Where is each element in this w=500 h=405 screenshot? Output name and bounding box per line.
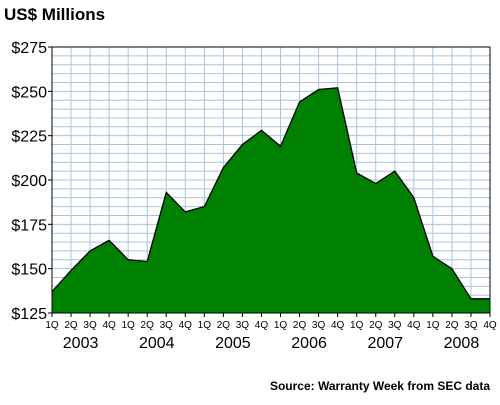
year-label: 2003 <box>63 335 99 352</box>
y-tick-label: $150 <box>11 262 47 279</box>
x-tick-label: 4Q <box>331 320 345 331</box>
data-point <box>470 298 472 300</box>
x-tick-label: 1Q <box>198 320 212 331</box>
year-label: 2008 <box>444 335 480 352</box>
data-point <box>89 250 91 252</box>
data-point <box>222 166 224 168</box>
x-tick-label: 1Q <box>122 320 136 331</box>
data-point <box>279 145 281 147</box>
data-point <box>298 101 300 103</box>
x-tick-label: 4Q <box>483 320 497 331</box>
data-point <box>451 267 453 269</box>
year-label: 2007 <box>367 335 403 352</box>
y-tick-label: $175 <box>11 217 47 234</box>
data-point <box>203 205 205 207</box>
area-fill <box>52 87 490 313</box>
data-point <box>394 170 396 172</box>
data-point <box>165 191 167 193</box>
x-tick-label: 1Q <box>274 320 288 331</box>
label-layer: $125 $150 $175 $200 $225 $250 $275 1Q 2Q 3Q 4Q 1Q 2Q… <box>11 40 496 352</box>
x-tick-label: 2Q <box>293 320 307 331</box>
axis-layer <box>48 46 491 317</box>
x-tick-label: 1Q <box>45 320 59 331</box>
y-tick-label: $275 <box>11 40 47 57</box>
data-point <box>317 88 319 90</box>
series-line <box>51 87 490 300</box>
y-tick-label: $225 <box>11 129 47 146</box>
y-tick-label: $250 <box>11 84 47 101</box>
x-tick-label: 3Q <box>236 320 250 331</box>
x-tick-label: 2Q <box>64 320 78 331</box>
x-tick-label: 1Q <box>350 320 364 331</box>
data-point <box>336 87 338 89</box>
x-tick-label: 4Q <box>407 320 421 331</box>
x-tick-label: 4Q <box>102 320 116 331</box>
data-point <box>375 182 377 184</box>
x-tick-label: 4Q <box>179 320 193 331</box>
data-point <box>432 255 434 257</box>
data-point <box>70 269 72 271</box>
data-point <box>127 259 129 261</box>
area-layer <box>51 87 490 313</box>
data-point <box>413 197 415 199</box>
x-tick-label: 4Q <box>255 320 269 331</box>
year-label: 2005 <box>215 335 251 352</box>
x-tick-label: 1Q <box>426 320 440 331</box>
year-label: 2006 <box>291 335 327 352</box>
x-tick-label: 3Q <box>312 320 326 331</box>
x-tick-label: 3Q <box>388 320 402 331</box>
y-tick-label: $200 <box>11 173 47 190</box>
x-tick-label: 3Q <box>160 320 174 331</box>
data-point <box>241 143 243 145</box>
y-tick-label: $125 <box>11 306 47 323</box>
x-tick-label: 2Q <box>141 320 155 331</box>
x-tick-label: 2Q <box>369 320 383 331</box>
chart-source: Source: Warranty Week from SEC data <box>270 379 490 393</box>
x-tick-label: 2Q <box>445 320 459 331</box>
x-tick-label: 3Q <box>83 320 97 331</box>
data-point <box>260 129 262 131</box>
chart-title: US$ Millions <box>4 5 105 24</box>
x-tick-label: 3Q <box>464 320 478 331</box>
data-point <box>355 172 357 174</box>
data-point <box>146 260 148 262</box>
data-point <box>184 211 186 213</box>
x-tick-label: 2Q <box>217 320 231 331</box>
data-point <box>108 239 110 241</box>
year-label: 2004 <box>139 335 175 352</box>
